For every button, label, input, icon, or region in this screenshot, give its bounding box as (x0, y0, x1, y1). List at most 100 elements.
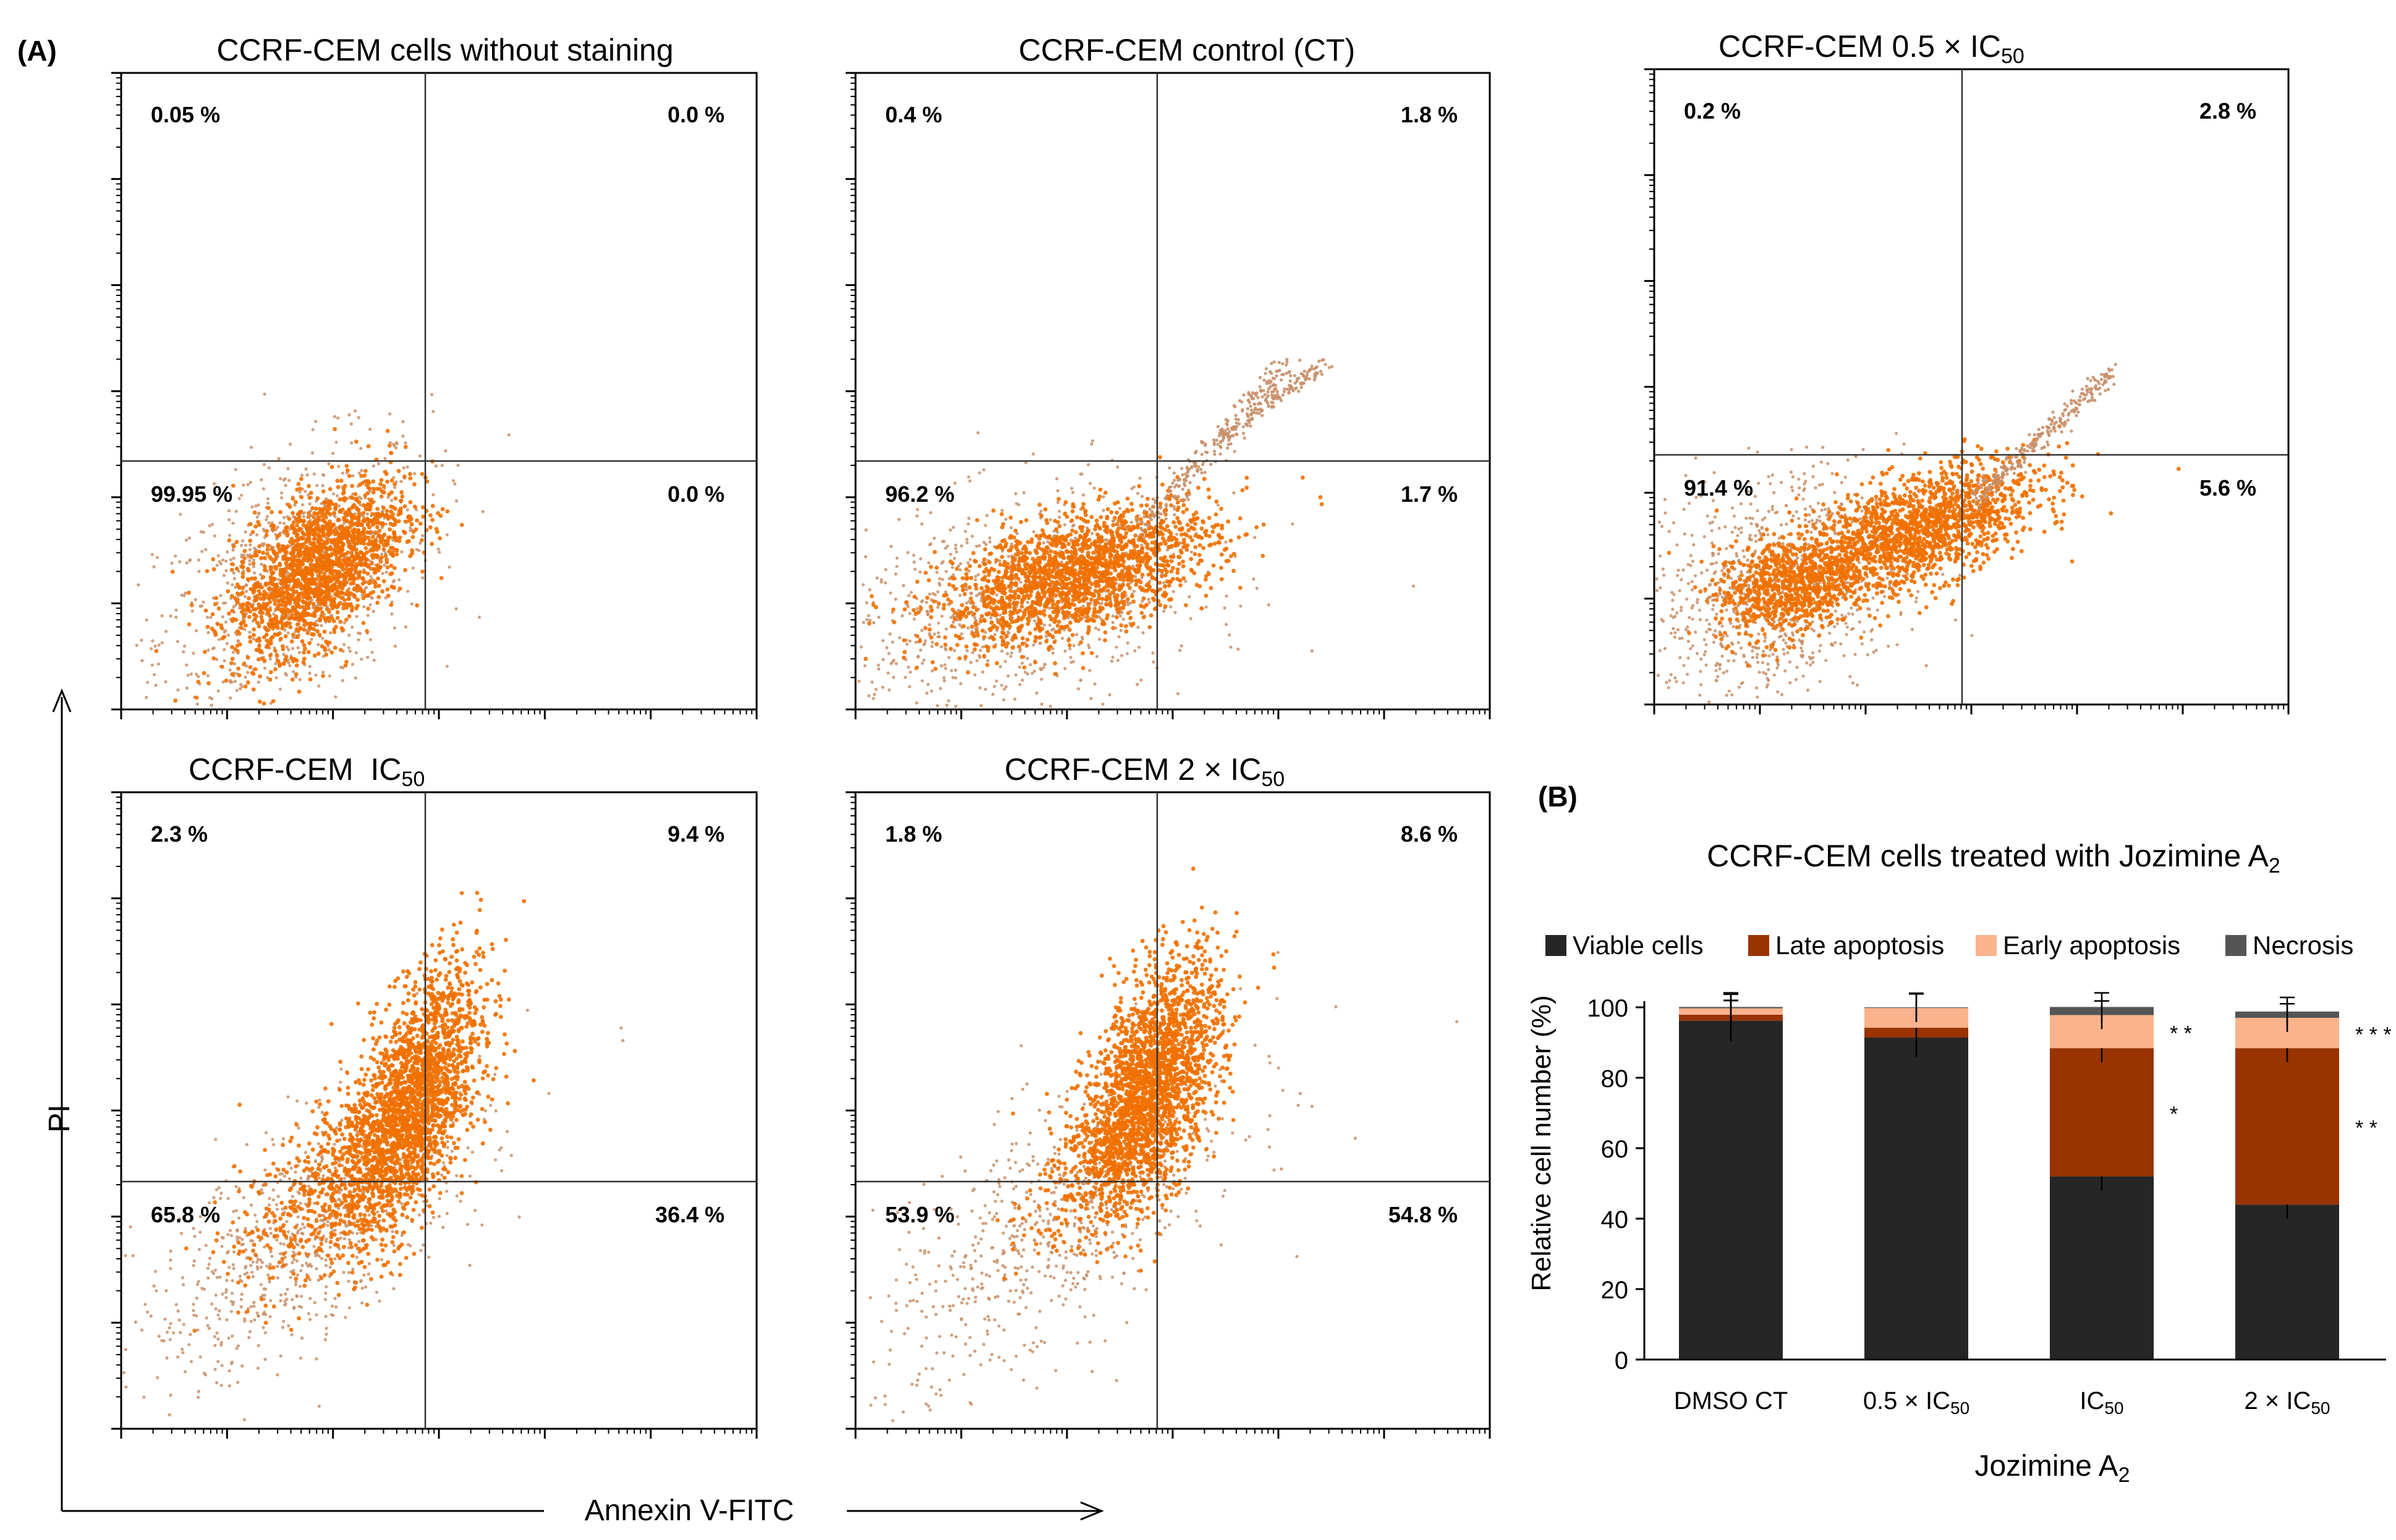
event-dot (1037, 502, 1042, 507)
event-dot (418, 522, 423, 526)
event-dot (1205, 606, 1208, 609)
event-dot (333, 532, 338, 536)
event-dot (857, 680, 860, 683)
event-dot (944, 547, 947, 550)
event-dot (302, 575, 307, 580)
event-dot (211, 656, 216, 661)
event-dot (960, 603, 964, 607)
event-dot (194, 598, 197, 601)
event-dot (388, 412, 391, 415)
event-dot (324, 584, 328, 588)
event-dot (1123, 527, 1127, 531)
event-dot (252, 562, 256, 566)
event-dot (340, 591, 344, 595)
event-dot (178, 560, 181, 563)
event-dot (316, 651, 321, 656)
event-dot (884, 582, 887, 585)
event-dot (1175, 533, 1178, 536)
event-dot (176, 640, 179, 643)
event-dot (1124, 629, 1129, 633)
event-dot (979, 686, 982, 689)
event-dot (977, 564, 982, 569)
event-dot (875, 688, 878, 691)
event-dot (1178, 583, 1183, 588)
event-dot (1071, 491, 1074, 494)
event-dot (312, 602, 316, 606)
event-dot (204, 609, 208, 613)
event-dot (297, 538, 301, 542)
event-dot (239, 626, 244, 630)
event-dot (393, 482, 397, 486)
event-dot (189, 558, 192, 561)
event-dot (285, 621, 289, 625)
event-dot (966, 671, 971, 675)
event-dot (441, 507, 445, 512)
event-dot (360, 497, 363, 500)
event-dot (209, 616, 212, 619)
event-dot (285, 530, 289, 534)
event-dot (1022, 611, 1027, 616)
event-dot (1070, 487, 1073, 490)
event-dot (967, 517, 971, 520)
event-dot (1189, 568, 1194, 572)
event-dot (1050, 628, 1053, 632)
event-dot (1118, 635, 1121, 638)
event-dot (266, 515, 269, 518)
event-dot (1073, 644, 1076, 647)
event-dot (371, 480, 375, 484)
event-dot (1064, 500, 1068, 504)
event-dot (313, 536, 317, 541)
event-dot (317, 551, 321, 556)
event-dot (224, 620, 227, 624)
event-dot (258, 592, 263, 596)
event-dot (394, 645, 397, 648)
event-dot (334, 515, 337, 518)
event-dot (262, 701, 266, 706)
event-dot (1212, 564, 1216, 568)
event-dot (362, 503, 366, 507)
event-dot (273, 577, 277, 582)
event-dot (398, 535, 402, 539)
event-dot (305, 527, 310, 531)
event-dot (283, 556, 287, 560)
event-dot (1137, 646, 1141, 649)
event-dot (332, 569, 336, 573)
event-dot (243, 549, 247, 553)
event-dot (310, 632, 314, 637)
event-dot (967, 585, 972, 590)
event-dot (1165, 570, 1170, 574)
event-dot (1055, 477, 1058, 480)
event-dot (377, 462, 380, 465)
quadrant-upper-left: 0.05 % (151, 102, 220, 127)
event-dot (1002, 698, 1005, 701)
event-dot (1010, 651, 1013, 654)
event-dot (945, 570, 948, 573)
event-dot (357, 572, 361, 576)
event-dot (967, 475, 971, 478)
event-dot (1089, 697, 1092, 700)
event-dot (281, 579, 286, 583)
event-dot (928, 623, 931, 626)
event-dot (1063, 667, 1066, 670)
event-dot (308, 672, 311, 675)
event-dot (321, 637, 324, 640)
event-dot (311, 532, 315, 536)
event-dot (403, 504, 407, 509)
event-dot (1177, 562, 1181, 566)
event-dot (989, 616, 992, 619)
event-dot (874, 605, 878, 609)
event-dot (231, 657, 235, 661)
event-dot (311, 451, 314, 454)
event-dot (1176, 506, 1181, 510)
event-dot (435, 465, 438, 468)
event-dot (312, 511, 316, 515)
event-dot (982, 541, 985, 544)
event-dot (967, 522, 970, 525)
event-dot (187, 591, 191, 595)
event-dot (393, 579, 396, 582)
event-dot (1133, 649, 1136, 653)
event-dot (321, 671, 325, 674)
event-dot (389, 585, 394, 589)
event-dot (1026, 601, 1029, 604)
pi-axis-label: PI (43, 1104, 76, 1132)
